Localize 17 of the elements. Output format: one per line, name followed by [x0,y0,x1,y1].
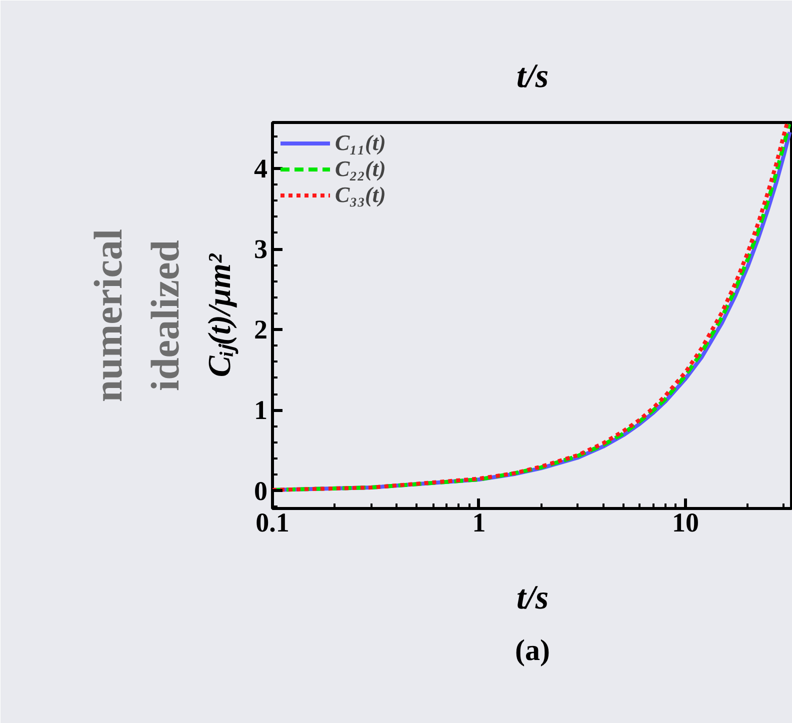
chart-title: t/s [516,58,549,95]
legend-label: C₃₃(t) [335,182,386,208]
y-axis-title: Cᵢⱼ(t)/μm² [201,252,239,378]
y-tick-label: 3 [254,234,268,264]
text: numerical [86,228,130,402]
x-tick-label: 0.1 [256,508,290,538]
y-tick-label: 4 [254,153,268,184]
text: (a) [515,634,550,667]
y-tick-label: 1 [254,395,268,426]
text: idealized [142,240,188,392]
y-tick-label: 0 [254,476,268,506]
y-tick-label: 2 [254,314,268,345]
x-axis-title: t/s [516,580,549,616]
x-tick-label: 10 [672,508,699,538]
x-tick-label: 1 [472,508,486,538]
legend-label: C₁₁(t) [335,130,386,156]
legend-label: C₂₂(t) [335,156,386,182]
